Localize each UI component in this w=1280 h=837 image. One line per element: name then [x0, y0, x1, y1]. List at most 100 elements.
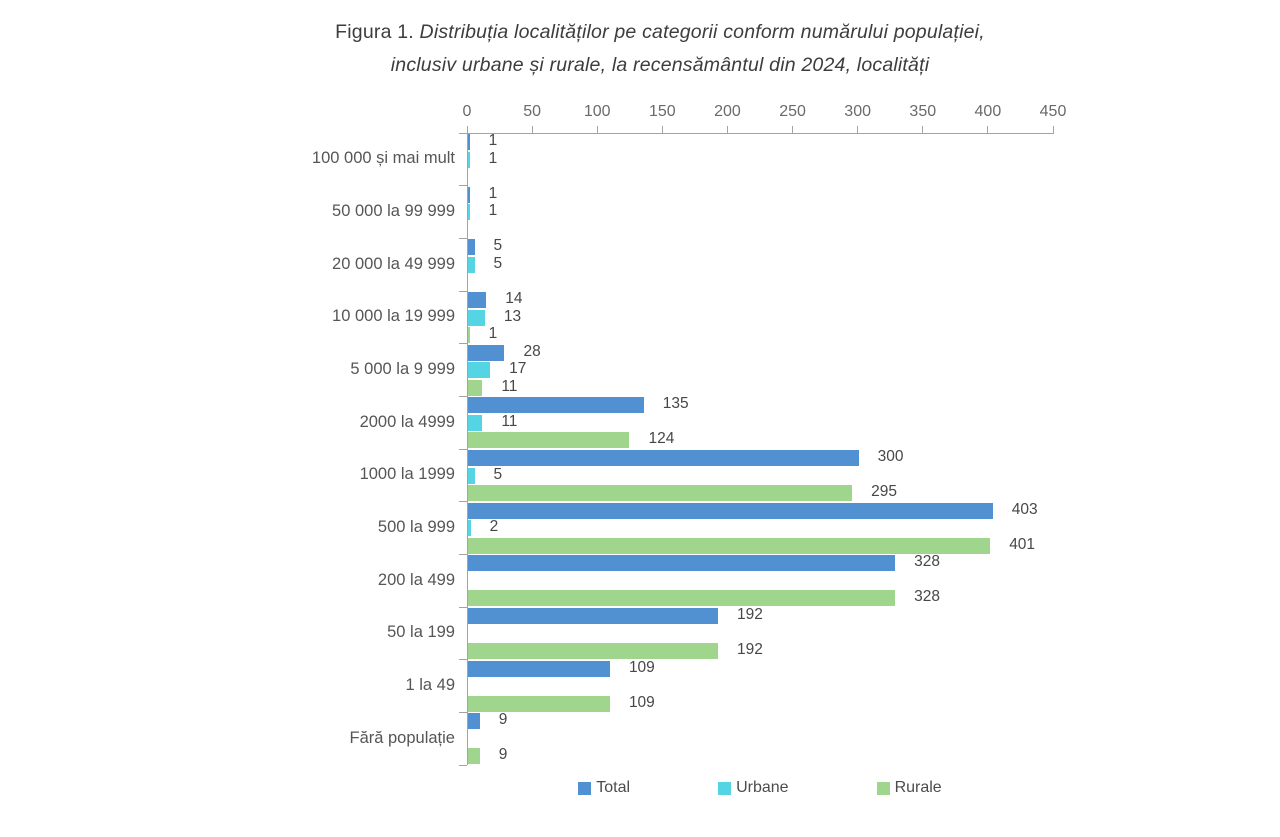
y-axis-line — [467, 133, 468, 765]
legend-label-rurale: Rurale — [894, 779, 942, 796]
x-tick-label: 200 — [714, 103, 741, 120]
bar-rurale — [468, 432, 630, 449]
category-label: 200 la 499 — [377, 570, 455, 589]
y-tick-mark — [459, 606, 467, 608]
legend-item-urbane: Urbane — [718, 779, 789, 797]
figure-number: Figura 1. — [335, 21, 420, 43]
y-tick-mark — [459, 132, 467, 134]
category-label: 50 la 199 — [387, 623, 455, 642]
y-tick-mark — [459, 501, 467, 503]
x-tick-label: 0 — [462, 103, 472, 120]
figure-title: Figura 1. Distribuția localităților pe c… — [40, 16, 1280, 82]
bar-urbane — [468, 204, 470, 221]
bar-total — [468, 292, 487, 308]
bar-value-label: 17 — [509, 360, 527, 378]
bar-rurale — [468, 327, 470, 344]
legend-item-rurale: Rurale — [876, 779, 942, 797]
x-tick-label: 450 — [1039, 103, 1067, 120]
bar-rurale — [468, 590, 896, 607]
bar-total — [468, 397, 644, 414]
bar-value-label: 11 — [501, 377, 518, 395]
bar-rurale — [468, 537, 991, 554]
bar-value-label: 295 — [871, 483, 898, 501]
y-tick-mark — [459, 553, 467, 555]
bar-urbane — [468, 520, 471, 537]
x-tick-mark — [922, 126, 924, 133]
x-tick-mark — [857, 126, 859, 133]
bar-urbane — [468, 362, 491, 379]
category-label: 2000 la 4999 — [359, 412, 455, 431]
bar-value-label: 2 — [489, 518, 499, 536]
y-tick-mark — [459, 448, 467, 450]
bar-total — [468, 134, 470, 150]
x-tick-label: 100 — [583, 103, 611, 120]
bar-rurale — [468, 695, 610, 712]
x-tick-label: 400 — [974, 103, 1002, 120]
bar-value-label: 13 — [503, 307, 522, 325]
y-tick-mark — [459, 343, 467, 345]
y-tick-mark — [459, 237, 467, 239]
bar-urbane — [468, 256, 475, 273]
y-tick-mark — [459, 395, 467, 397]
bar-value-label: 401 — [1009, 535, 1036, 553]
bar-value-label: 1 — [488, 202, 498, 220]
bar-urbane — [468, 151, 470, 168]
bar-value-label: 109 — [628, 658, 655, 676]
legend-label-urbane: Urbane — [736, 779, 789, 796]
category-label: 50 000 la 99 999 — [332, 202, 455, 220]
bar-total — [468, 713, 480, 730]
bar-value-label: 109 — [628, 693, 655, 711]
legend-swatch-urbane-icon — [718, 781, 732, 795]
legend-swatch-total-icon — [578, 781, 592, 795]
x-tick-mark — [466, 126, 468, 133]
bar-urbane — [468, 467, 475, 484]
chart-legend: Total Urbane Rurale — [467, 779, 1053, 797]
x-tick-label: 350 — [909, 103, 937, 120]
bar-value-label: 403 — [1011, 500, 1038, 518]
bar-total — [468, 344, 505, 361]
legend-swatch-rurale-icon — [876, 781, 890, 795]
x-tick-mark — [726, 126, 728, 133]
bar-total — [468, 450, 859, 467]
x-axis-line — [467, 133, 1054, 134]
bar-total — [468, 555, 896, 572]
bar-total — [468, 502, 993, 519]
category-label: 10 000 la 19 999 — [332, 307, 455, 326]
category-label: 1 la 49 — [405, 676, 455, 695]
x-tick-label: 250 — [779, 103, 806, 120]
x-tick-mark — [987, 126, 989, 133]
x-tick-label: 300 — [844, 103, 872, 120]
y-tick-mark — [459, 711, 467, 713]
bar-total — [468, 608, 719, 625]
bar-value-label: 1 — [488, 325, 498, 343]
category-label: 5 000 la 9 999 — [350, 360, 455, 378]
bar-value-label: 328 — [914, 553, 940, 571]
category-label: Fără populație — [349, 728, 456, 747]
bar-value-label: 192 — [737, 606, 763, 624]
x-tick-mark — [1052, 126, 1054, 133]
bar-value-label: 5 — [493, 254, 503, 272]
category-label: 1000 la 1999 — [359, 465, 455, 484]
bar-total — [468, 239, 475, 256]
x-tick-label: 150 — [648, 103, 676, 120]
bar-value-label: 300 — [877, 448, 904, 466]
figure-title-line2: inclusiv urbane și rurale, la recensămân… — [390, 54, 930, 76]
category-label: 20 000 la 49 999 — [332, 254, 455, 273]
x-tick-label: 50 — [523, 103, 542, 120]
y-tick-mark — [459, 659, 467, 661]
bar-rurale — [468, 379, 483, 396]
bar-total — [468, 660, 610, 677]
y-tick-mark — [459, 290, 467, 292]
y-tick-mark — [459, 764, 467, 766]
bar-value-label: 28 — [523, 342, 541, 360]
bar-value-label: 1 — [488, 184, 498, 202]
bar-value-label: 1 — [488, 149, 498, 167]
bar-rurale — [468, 485, 853, 502]
y-tick-mark — [459, 185, 467, 187]
bar-rurale — [468, 748, 480, 765]
bar-total — [468, 186, 470, 203]
bar-value-label: 124 — [648, 430, 675, 448]
bar-value-label: 328 — [914, 588, 940, 606]
